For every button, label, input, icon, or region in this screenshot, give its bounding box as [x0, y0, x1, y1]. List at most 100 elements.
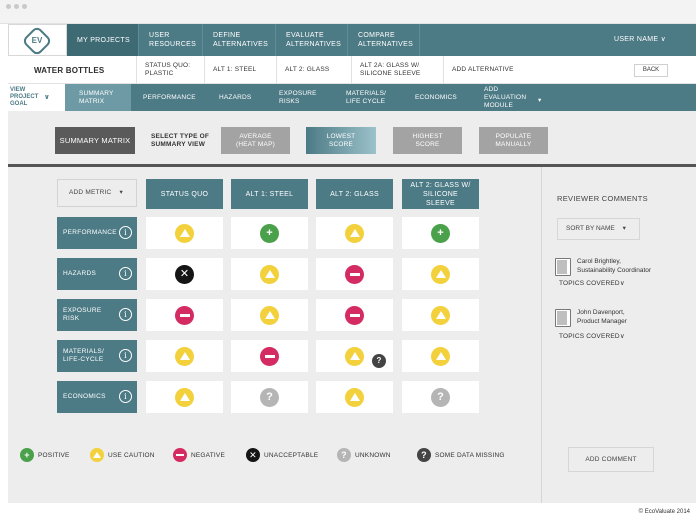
view-lowest-score-button[interactable]: LOWEST SCORE [306, 127, 376, 154]
x-icon: ✕ [246, 448, 260, 462]
sort-by-name-dropdown[interactable]: SORT BY NAME ▾ [557, 218, 640, 240]
legend-caution: USE CAUTION [90, 447, 155, 463]
warning-triangle-icon [345, 347, 364, 366]
view-populate-manually-button[interactable]: POPULATE MANUALLY [479, 127, 548, 154]
add-comment-button[interactable]: ADD COMMENT [568, 447, 654, 472]
matrix-cell[interactable] [146, 340, 223, 372]
matrix-cell[interactable]: ? [402, 381, 479, 413]
legend-some-data-missing: ? SOME DATA MISSING [417, 447, 505, 463]
chevron-down-icon: ∨ [660, 36, 666, 43]
matrix-cell[interactable] [402, 299, 479, 331]
x-icon: ✕ [175, 265, 194, 284]
column-header-alt-2a: ALT 2: GLASS W/ SILICONE SLEEVE [402, 179, 479, 209]
plus-icon: + [260, 224, 279, 243]
info-icon[interactable]: i [119, 390, 132, 403]
summary-view-controls: SUMMARY MATRIX SELECT TYPE OF SUMMARY VI… [8, 111, 696, 164]
tab-economics[interactable]: ECONOMICS [415, 93, 457, 101]
nav-compare-alternatives[interactable]: COMPARE ALTERNATIVES [348, 24, 420, 56]
warning-triangle-icon [431, 265, 450, 284]
reviewer-name[interactable]: John Davenport, Product Manager [577, 309, 627, 325]
legend-unknown: ? UNKNOWN [337, 447, 391, 463]
info-icon[interactable]: i [119, 267, 132, 280]
matrix-cell[interactable]: + [231, 217, 308, 249]
minus-icon [175, 306, 194, 325]
window-dot-icon [22, 4, 27, 9]
project-title: WATER BOTTLES [34, 66, 105, 75]
minus-icon [260, 347, 279, 366]
window-dot-icon [14, 4, 19, 9]
view-average-button[interactable]: AVERAGE (HEAT MAP) [221, 127, 290, 154]
chevron-down-icon: ∨ [44, 94, 50, 101]
tab-alt-2[interactable]: ALT 2: GLASS [276, 56, 351, 84]
matrix-cell[interactable]: + [402, 217, 479, 249]
warning-triangle-icon [90, 448, 104, 462]
matrix-cell[interactable] [146, 217, 223, 249]
question-icon: ? [260, 388, 279, 407]
view-highest-score-button[interactable]: HIGHEST SCORE [393, 127, 462, 154]
tab-status-quo[interactable]: STATUS QUO: PLASTIC [136, 56, 204, 84]
tab-summary-matrix[interactable]: SUMMARY MATRIX [65, 84, 131, 111]
legend-positive: + POSITIVE [20, 447, 70, 463]
reviewer-avatar-icon[interactable] [555, 258, 571, 276]
nav-my-projects[interactable]: MY PROJECTS [67, 24, 139, 56]
topics-covered-toggle[interactable]: TOPICS COVERED∨ [559, 333, 625, 340]
question-icon: ? [337, 448, 351, 462]
column-header-status-quo: STATUS QUO [146, 179, 223, 209]
matrix-cell[interactable] [146, 299, 223, 331]
top-nav: EV MY PROJECTS USER RESOURCES DEFINE ALT… [8, 24, 696, 57]
warning-triangle-icon [260, 306, 279, 325]
add-alternative-button[interactable]: ADD ALTERNATIVE [443, 56, 538, 84]
matrix-cell[interactable] [316, 381, 393, 413]
row-header-exposure-risk: EXPOSURE RISK i [57, 299, 137, 331]
tab-exposure-risks[interactable]: EXPOSURE RISKS [279, 89, 317, 105]
info-icon[interactable]: i [119, 308, 132, 321]
caret-down-icon: ▾ [622, 225, 626, 232]
minus-icon [345, 306, 364, 325]
matrix-cell[interactable] [231, 258, 308, 290]
tab-materials-life-cycle[interactable]: MATERIALS/ LIFE CYCLE [346, 89, 387, 105]
caret-down-icon: ▾ [538, 96, 542, 104]
tab-performance[interactable]: PERFORMANCE [143, 93, 196, 101]
row-header-hazards: HAZARDS i [57, 258, 137, 290]
row-header-economics: ECONOMICS i [57, 381, 137, 413]
warning-triangle-icon [431, 347, 450, 366]
reviewer-avatar-icon[interactable] [555, 309, 571, 327]
user-menu[interactable]: USER NAME ∨ [613, 36, 666, 43]
back-button[interactable]: BACK [634, 64, 668, 77]
plus-icon: + [20, 448, 34, 462]
matrix-cell[interactable] [146, 381, 223, 413]
data-missing-icon[interactable]: ? [372, 354, 386, 368]
logo-container[interactable]: EV [8, 24, 67, 57]
matrix-cell[interactable] [316, 217, 393, 249]
matrix-cell[interactable] [316, 299, 393, 331]
matrix-cell[interactable]: ✕ [146, 258, 223, 290]
matrix-cell[interactable]: ? [231, 381, 308, 413]
nav-define-alternatives[interactable]: DEFINE ALTERNATIVES [203, 24, 276, 56]
warning-triangle-icon [175, 388, 194, 407]
info-icon[interactable]: i [119, 226, 132, 239]
add-metric-dropdown[interactable]: ADD METRIC ▾ [57, 179, 137, 207]
matrix-cell[interactable] [316, 258, 393, 290]
tab-alt-1[interactable]: ALT 1: STEEL [204, 56, 276, 84]
info-icon[interactable]: i [119, 349, 132, 362]
warning-triangle-icon [345, 388, 364, 407]
reviewer-comments-title: REVIEWER COMMENTS [557, 194, 648, 203]
row-header-performance: PERFORMANCE i [57, 217, 137, 249]
nav-user-resources[interactable]: USER RESOURCES [139, 24, 203, 56]
warning-triangle-icon [260, 265, 279, 284]
reviewer-name[interactable]: Carol Brightley, Sustainability Coordinat… [577, 258, 652, 274]
matrix-cell[interactable] [231, 340, 308, 372]
module-nav: VIEW PROJECT GOAL ∨ SUMMARY MATRIX PERFO… [8, 84, 696, 111]
column-header-alt-2: ALT 2: GLASS [316, 179, 393, 209]
topics-covered-toggle[interactable]: TOPICS COVERED∨ [559, 280, 625, 287]
add-evaluation-module-button[interactable]: ADD EVALUATION MODULE ▾ [484, 85, 542, 109]
summary-matrix-button[interactable]: SUMMARY MATRIX [55, 127, 135, 154]
tab-alt-2a[interactable]: ALT 2A: GLASS W/ SILICONE SLEEVE [351, 56, 443, 84]
matrix-cell[interactable] [402, 258, 479, 290]
tab-hazards[interactable]: HAZARDS [219, 93, 252, 101]
matrix-cell[interactable] [402, 340, 479, 372]
view-project-goal-button[interactable]: VIEW PROJECT GOAL ∨ [8, 84, 65, 111]
legend-negative: NEGATIVE [173, 447, 225, 463]
matrix-cell[interactable] [231, 299, 308, 331]
nav-evaluate-alternatives[interactable]: EVALUATE ALTERNATIVES [276, 24, 348, 56]
